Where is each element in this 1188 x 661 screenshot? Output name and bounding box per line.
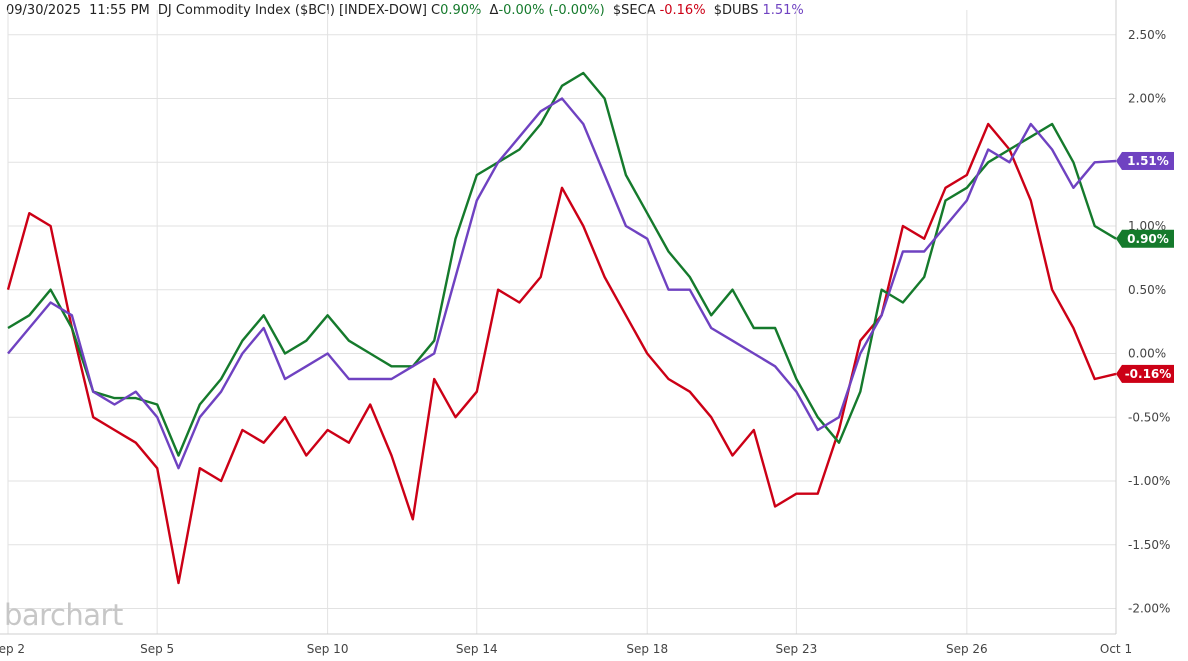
chart-header: 09/30/2025 11:55 PM DJ Commodity Index (… (6, 3, 808, 18)
header-symbol: DJ Commodity Index ($BCI) [INDEX-DOW] (157, 3, 427, 18)
last-value-pointer-1 (1116, 364, 1122, 383)
barchart-logo: barchart (4, 598, 123, 632)
x-tick-label: Sep 2 (0, 642, 25, 656)
header-dubs-label: $DUBS (713, 3, 759, 18)
header-change-label: Δ (489, 3, 499, 18)
x-tick-label: Sep 26 (946, 642, 988, 656)
y-tick-label: 2.00% (1128, 92, 1166, 106)
series-line-0 (7, 71, 1117, 457)
x-tick-label: Sep 10 (307, 642, 349, 656)
y-tick-label: -2.00% (1128, 602, 1170, 616)
last-value-label-1: -0.16% (1125, 367, 1172, 381)
last-value-badge-0 (1122, 229, 1174, 248)
y-tick-label: 1.00% (1128, 219, 1166, 233)
x-tick-label: Sep 14 (456, 642, 498, 656)
y-tick-label: -1.00% (1128, 474, 1170, 488)
header-time: 11:55 PM (89, 3, 150, 18)
header-date: 09/30/2025 (6, 3, 81, 18)
series-line-1 (6, 122, 1117, 585)
y-tick-label: -1.50% (1128, 538, 1170, 552)
last-value-pointer-2 (1116, 151, 1122, 170)
header-close-label: C (431, 3, 441, 18)
last-value-label-2: 1.51% (1127, 154, 1169, 168)
header-seca-label: $SECA (612, 3, 656, 18)
y-tick-label: 0.00% (1128, 347, 1166, 361)
x-tick-label: Sep 18 (626, 642, 668, 656)
header-change-value: -0.00% (-0.00%) (498, 3, 605, 18)
series-line-2 (7, 97, 1117, 470)
y-tick-label: 0.50% (1128, 283, 1166, 297)
last-value-badge-2 (1122, 151, 1174, 170)
last-value-label-0: 0.90% (1127, 232, 1169, 246)
last-value-pointer-0 (1116, 229, 1122, 248)
y-tick-label: -0.50% (1128, 410, 1170, 424)
header-dubs-value: 1.51% (762, 3, 804, 18)
x-tick-label: Sep 5 (140, 642, 174, 656)
x-tick-label: Oct 1 (1100, 642, 1132, 656)
last-value-badge-1 (1122, 364, 1174, 383)
x-tick-label: Sep 23 (776, 642, 818, 656)
y-tick-label: 2.50% (1128, 28, 1166, 42)
header-close-value: 0.90% (440, 3, 482, 18)
header-seca-value: -0.16% (659, 3, 706, 18)
